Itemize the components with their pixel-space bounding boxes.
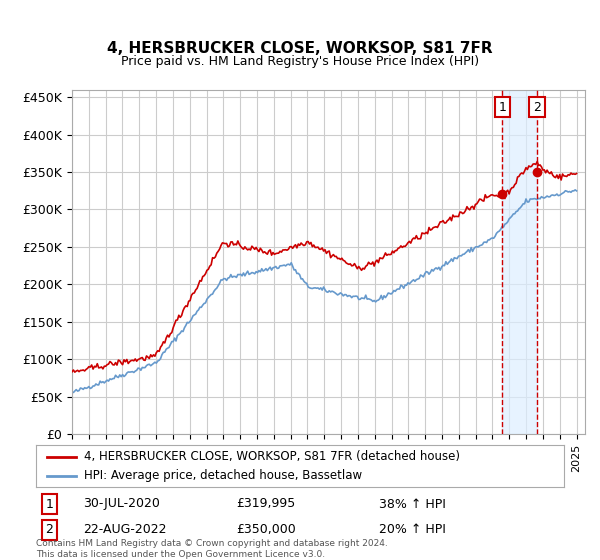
Text: Price paid vs. HM Land Registry's House Price Index (HPI): Price paid vs. HM Land Registry's House … bbox=[121, 55, 479, 68]
Text: HPI: Average price, detached house, Bassetlaw: HPI: Average price, detached house, Bass… bbox=[83, 469, 362, 482]
Text: Contains HM Land Registry data © Crown copyright and database right 2024.
This d: Contains HM Land Registry data © Crown c… bbox=[36, 539, 388, 559]
Text: £319,995: £319,995 bbox=[236, 497, 296, 511]
Bar bbox=[502, 90, 537, 434]
Text: 2: 2 bbox=[45, 523, 53, 536]
Text: 4, HERSBRUCKER CLOSE, WORKSOP, S81 7FR: 4, HERSBRUCKER CLOSE, WORKSOP, S81 7FR bbox=[107, 41, 493, 56]
Text: £350,000: £350,000 bbox=[236, 523, 296, 536]
Text: 1: 1 bbox=[499, 101, 506, 114]
Text: 1: 1 bbox=[45, 497, 53, 511]
Text: 4, HERSBRUCKER CLOSE, WORKSOP, S81 7FR (detached house): 4, HERSBRUCKER CLOSE, WORKSOP, S81 7FR (… bbox=[83, 450, 460, 463]
Text: 38% ↑ HPI: 38% ↑ HPI bbox=[379, 497, 446, 511]
Text: 22-AUG-2022: 22-AUG-2022 bbox=[83, 523, 167, 536]
Text: 20% ↑ HPI: 20% ↑ HPI bbox=[379, 523, 446, 536]
Text: 30-JUL-2020: 30-JUL-2020 bbox=[83, 497, 160, 511]
Text: 2: 2 bbox=[533, 101, 541, 114]
